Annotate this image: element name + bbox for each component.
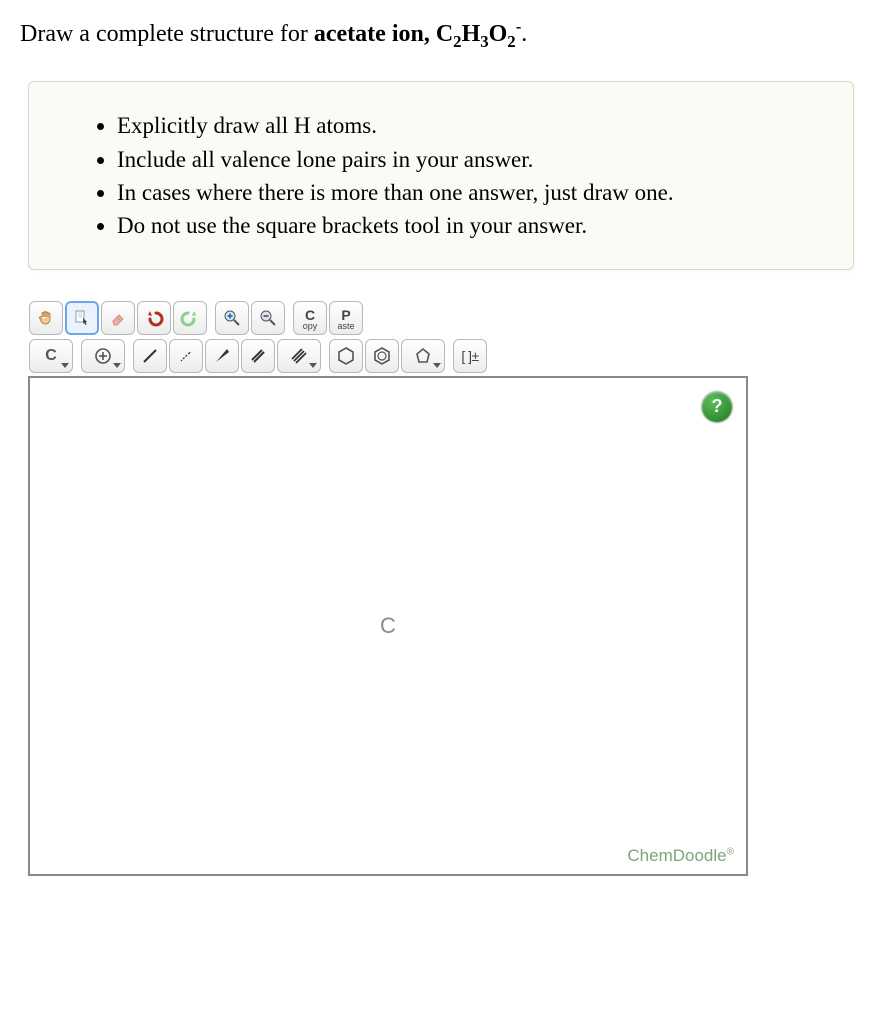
chevron-down-icon [433, 363, 441, 368]
wedge-bond-button[interactable] [205, 339, 239, 373]
undo-button[interactable] [137, 301, 171, 335]
prompt-lead: Draw a complete structure for [20, 21, 314, 47]
paste-label-small: aste [337, 322, 354, 331]
instructions-list: Explicitly draw all H atoms. Include all… [59, 110, 823, 240]
recessed-bond-button[interactable] [169, 339, 203, 373]
question-prompt: Draw a complete structure for acetate io… [20, 16, 862, 53]
toolbar-row-2: C [28, 338, 748, 374]
chevron-down-icon [61, 363, 69, 368]
brand-label: ChemDoodle® [627, 846, 734, 866]
instruction-item: Do not use the square brackets tool in y… [117, 210, 823, 241]
instruction-item: Include all valence lone pairs in your a… [117, 144, 823, 175]
triple-bond-button[interactable] [277, 339, 321, 373]
canvas-placeholder-atom[interactable]: C [380, 613, 396, 639]
cyclohexane-button[interactable] [329, 339, 363, 373]
redo-button[interactable] [173, 301, 207, 335]
pan-hand-button[interactable] [29, 301, 63, 335]
instruction-item: Explicitly draw all H atoms. [117, 110, 823, 141]
chevron-down-icon [309, 363, 317, 368]
instructions-box: Explicitly draw all H atoms. Include all… [28, 81, 854, 269]
element-picker-button[interactable]: C [29, 339, 73, 373]
brackets-label: [ ]± [461, 348, 478, 364]
zoom-out-button[interactable] [251, 301, 285, 335]
zoom-in-button[interactable] [215, 301, 249, 335]
paste-label-big: P [341, 308, 350, 322]
drawing-canvas[interactable]: ? C ChemDoodle® [28, 376, 748, 876]
prompt-compound: acetate ion, C2H3O2- [314, 21, 521, 47]
charge-increment-button[interactable] [81, 339, 125, 373]
select-lasso-button[interactable] [65, 301, 99, 335]
help-icon: ? [712, 396, 723, 417]
copy-button[interactable]: C opy [293, 301, 327, 335]
benzene-button[interactable] [365, 339, 399, 373]
ring-picker-button[interactable] [401, 339, 445, 373]
eraser-button[interactable] [101, 301, 135, 335]
double-bond-button[interactable] [241, 339, 275, 373]
copy-label-big: C [305, 308, 315, 322]
single-bond-button[interactable] [133, 339, 167, 373]
brackets-charge-button[interactable]: [ ]± [453, 339, 487, 373]
instruction-item: In cases where there is more than one an… [117, 177, 823, 208]
chevron-down-icon [113, 363, 121, 368]
structure-editor: C opy P aste C [28, 300, 748, 876]
help-button[interactable]: ? [702, 392, 732, 422]
element-label: C [45, 347, 57, 365]
toolbar-row-1: C opy P aste [28, 300, 748, 336]
paste-button[interactable]: P aste [329, 301, 363, 335]
copy-label-small: opy [303, 322, 318, 331]
